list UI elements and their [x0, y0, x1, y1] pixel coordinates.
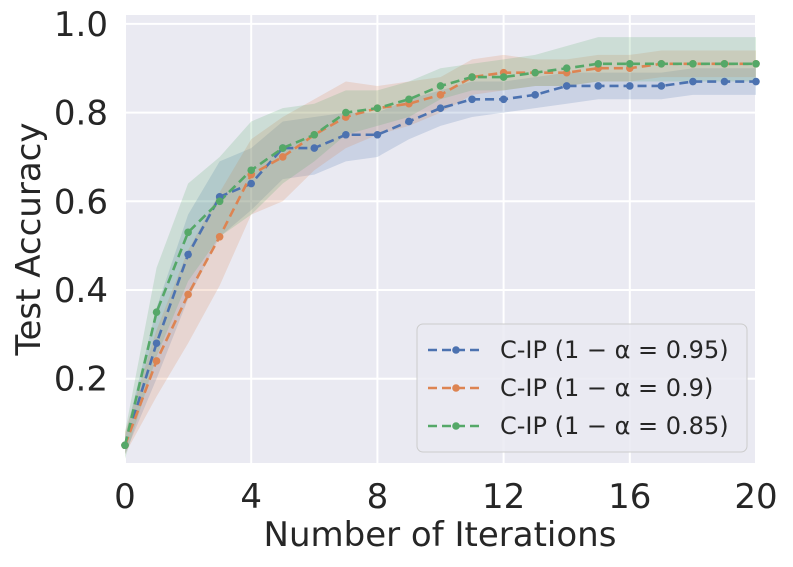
- y-tick-label: 1.0: [54, 5, 108, 45]
- y-axis-label: Test Accuracy: [9, 123, 49, 357]
- data-point: [468, 73, 476, 81]
- data-point: [436, 91, 445, 99]
- x-tick-label: 16: [608, 477, 651, 517]
- data-point: [184, 228, 192, 237]
- data-point: [152, 339, 161, 348]
- data-point: [720, 77, 729, 86]
- grid: [124, 15, 757, 463]
- data-point: [657, 59, 666, 68]
- legend-swatch-marker: [452, 384, 460, 392]
- data-point: [342, 130, 350, 139]
- x-tick-label: 8: [367, 477, 389, 517]
- data-point: [152, 357, 161, 365]
- data-point: [689, 77, 697, 86]
- data-point: [342, 108, 350, 117]
- data-point: [499, 95, 508, 104]
- data-point: [531, 68, 539, 77]
- legend-box: [416, 323, 748, 453]
- data-point: [215, 232, 224, 241]
- data-point: [594, 59, 603, 68]
- y-tick-label: 0.6: [54, 182, 108, 222]
- data-point: [468, 95, 476, 104]
- data-point: [752, 59, 760, 68]
- legend: C-IP (1 − α = 0.95) C-IP (1 − α = 0.9) C-I…: [416, 323, 748, 453]
- data-point: [310, 144, 319, 152]
- legend-entry: C-IP (1 − α = 0.95): [500, 336, 729, 364]
- y-tick-label: 0.2: [54, 360, 108, 400]
- y-tick-label: 0.8: [54, 94, 108, 134]
- data-point: [310, 130, 319, 139]
- data-point: [152, 308, 161, 316]
- data-point: [278, 153, 287, 161]
- x-tick-label: 0: [114, 477, 136, 517]
- data-point: [720, 59, 729, 68]
- legend-swatch-marker: [452, 422, 460, 430]
- data-point: [247, 179, 255, 188]
- data-point: [499, 73, 508, 81]
- legend-swatch-marker: [452, 346, 460, 354]
- x-tick-label: 12: [482, 477, 525, 517]
- data-point: [626, 82, 634, 90]
- x-tick-labels: 0 4 8 12 16 20: [114, 477, 777, 517]
- x-axis-label: Number of Iterations: [264, 515, 617, 555]
- data-point: [373, 104, 382, 112]
- data-point: [562, 82, 571, 90]
- data-point: [562, 64, 571, 73]
- confidence-band-2: [125, 37, 756, 459]
- x-tick-label: 4: [240, 477, 262, 517]
- y-tick-label: 0.4: [54, 271, 108, 311]
- data-point: [184, 290, 192, 299]
- data-point: [531, 91, 539, 99]
- data-point: [752, 77, 760, 86]
- data-point: [657, 82, 666, 90]
- data-point: [373, 130, 382, 139]
- data-point: [626, 59, 634, 68]
- data-point: [184, 250, 192, 259]
- data-point: [436, 104, 445, 112]
- legend-entry: C-IP (1 − α = 0.85): [500, 412, 729, 440]
- data-point: [594, 82, 603, 90]
- data-point: [405, 117, 413, 126]
- data-point: [215, 197, 224, 206]
- y-tick-labels: 0.2 0.4 0.6 0.8 1.0: [54, 5, 108, 400]
- x-tick-label: 20: [734, 477, 777, 517]
- data-point: [689, 59, 697, 68]
- data-point: [436, 82, 445, 90]
- legend-entry: C-IP (1 − α = 0.9): [500, 374, 713, 402]
- series-points: [121, 59, 760, 450]
- data-point: [121, 441, 129, 450]
- data-point: [405, 95, 413, 104]
- data-point: [278, 144, 287, 152]
- confidence-band-0: [125, 68, 756, 455]
- data-point: [247, 166, 255, 175]
